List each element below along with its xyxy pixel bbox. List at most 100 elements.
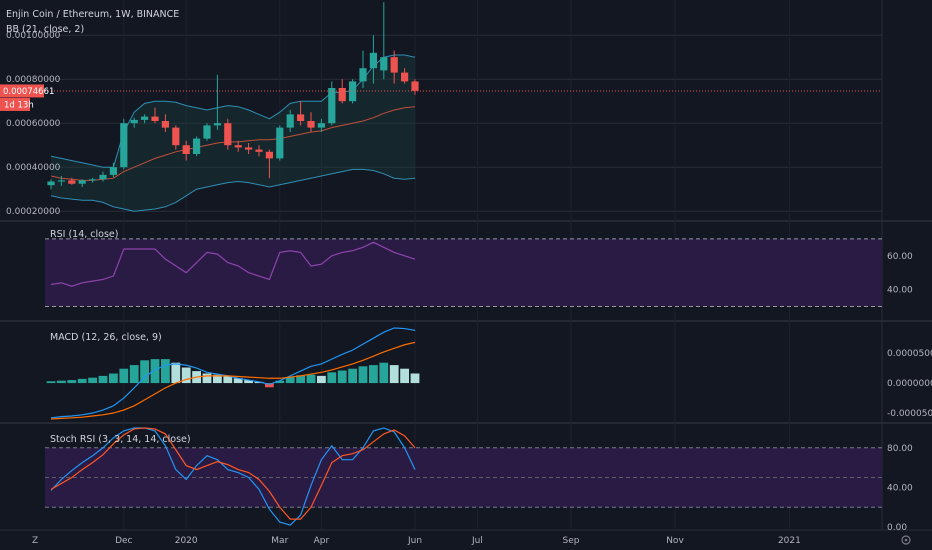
candle	[390, 50, 398, 84]
candle	[328, 81, 336, 126]
macd-histogram-bar	[358, 366, 368, 384]
macd-histogram-bar	[223, 375, 233, 384]
candle-body	[359, 68, 367, 82]
candle-body	[120, 123, 128, 168]
macd-histogram-bar	[317, 375, 326, 384]
chart-title: Enjin Coin / Ethereum, 1W, BINANCE	[6, 9, 179, 20]
rsi-axis[interactable]: 60.00 40.00	[887, 252, 913, 296]
macd-histogram-bar	[233, 378, 243, 384]
candle	[286, 110, 294, 132]
bb-indicator-label: BB (21, close, 2)	[6, 24, 84, 35]
candle-body	[411, 81, 419, 91]
macd-histogram-bar	[129, 365, 139, 384]
candle-body	[89, 179, 97, 181]
macd-histogram-bar	[202, 373, 212, 384]
time-tick-label: Mar	[271, 536, 288, 546]
settings-gear-icon[interactable]	[901, 535, 911, 545]
price-tick-label: 0.00020000	[6, 207, 61, 217]
macd-line	[50, 327, 416, 419]
candle-body	[307, 121, 315, 128]
bollinger-band-fill	[51, 55, 415, 212]
macd-pane[interactable]: 0.00005000 0.00000000 -0.00005000 MACD (12…	[46, 327, 932, 420]
candle	[172, 125, 180, 150]
time-axis[interactable]: Dec 2020 Mar Apr Jun Jul Sep Nov 2021	[115, 536, 801, 546]
macd-histogram-bar	[140, 360, 149, 384]
candle-body	[338, 88, 346, 102]
stoch-tick-label: 40.00	[887, 483, 913, 493]
candle	[109, 162, 117, 178]
candle	[141, 114, 149, 124]
time-tick-label: Nov	[666, 536, 684, 546]
macd-histogram-bar	[337, 370, 347, 384]
candle-body	[109, 167, 117, 175]
macd-histogram-bar	[57, 380, 66, 384]
time-tick-label: Jul	[471, 536, 483, 546]
price-axis[interactable]: 0.00020000 0.00040000 0.00060000 0.00080000…	[6, 31, 61, 217]
bollinger-lower-line	[50, 168, 416, 212]
macd-histogram-bar	[67, 380, 77, 384]
candle-body	[328, 88, 336, 124]
time-tick-label: Dec	[115, 536, 132, 546]
candle	[359, 50, 367, 88]
macd-tick-label: -0.00005000	[887, 409, 932, 419]
candle-body	[182, 145, 190, 154]
candle-body	[172, 127, 180, 146]
candle	[307, 112, 315, 132]
candle	[276, 125, 284, 161]
candle	[380, 2, 388, 80]
macd-histogram-bar	[109, 373, 118, 384]
macd-tick-label: 0.00000000	[887, 379, 932, 389]
candle-body	[47, 181, 55, 186]
candle-body	[193, 138, 201, 154]
candle	[78, 179, 86, 187]
macd-histogram-bar	[181, 367, 191, 384]
macd-histogram-bar	[150, 359, 160, 384]
macd-signal-line	[50, 341, 416, 420]
stoch-axis[interactable]: 80.00 40.00 0.00	[887, 444, 913, 533]
candle-body	[390, 57, 398, 73]
macd-histogram-bar	[275, 380, 285, 384]
candle-body	[245, 147, 253, 150]
macd-histogram-bar	[98, 375, 108, 384]
macd-histogram-bar	[265, 383, 274, 388]
macd-histogram-bar	[244, 380, 253, 384]
candle	[265, 149, 273, 179]
candle	[234, 140, 242, 152]
price-tick-label: 0.00080000	[6, 75, 61, 85]
stoch-d-line	[50, 427, 416, 520]
stoch-rsi-label: Stoch RSI (3, 3, 14, 14, close)	[50, 434, 191, 445]
stoch-rsi-pane[interactable]: 80.00 40.00 0.00 Stoch RSI (3, 3, 14, 14, …	[45, 427, 913, 533]
candle	[68, 177, 76, 185]
stoch-tick-label: 0.00	[887, 523, 907, 533]
last-price-label: 0.00074661	[3, 87, 54, 97]
macd-histogram-bar	[348, 368, 357, 384]
candle-body	[130, 119, 138, 124]
candle-body	[265, 151, 273, 159]
candle	[161, 114, 169, 132]
rsi-line	[50, 241, 416, 287]
candle	[317, 118, 325, 132]
candles	[47, 2, 419, 190]
candle-body	[161, 121, 169, 128]
timezone-icon[interactable]: Z	[32, 536, 38, 546]
price-tick-label: 0.00060000	[6, 119, 61, 129]
rsi-label: RSI (14, close)	[50, 229, 118, 240]
rsi-tick-label: 40.00	[887, 286, 913, 296]
last-price-tag: 0.00074661	[0, 84, 54, 98]
macd-histogram	[46, 359, 420, 388]
candle	[203, 123, 211, 141]
macd-axis[interactable]: 0.00005000 0.00000000 -0.00005000	[887, 349, 932, 419]
macd-histogram-bar	[389, 365, 399, 384]
rsi-tick-label: 60.00	[887, 252, 913, 262]
candle-body	[78, 180, 86, 184]
candle	[47, 179, 55, 190]
macd-tick-label: 0.00005000	[887, 349, 932, 359]
candle-body	[57, 180, 65, 182]
rsi-band	[45, 238, 882, 307]
macd-histogram-bar	[379, 362, 389, 384]
macd-histogram-bar	[369, 365, 378, 384]
rsi-pane[interactable]: 60.00 40.00 RSI (14, close)	[45, 229, 913, 307]
candle-body	[286, 114, 294, 128]
candle-body	[234, 145, 242, 148]
